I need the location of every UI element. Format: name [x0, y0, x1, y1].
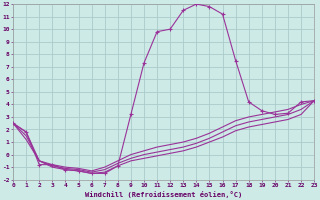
X-axis label: Windchill (Refroidissement éolien,°C): Windchill (Refroidissement éolien,°C) — [85, 191, 242, 198]
